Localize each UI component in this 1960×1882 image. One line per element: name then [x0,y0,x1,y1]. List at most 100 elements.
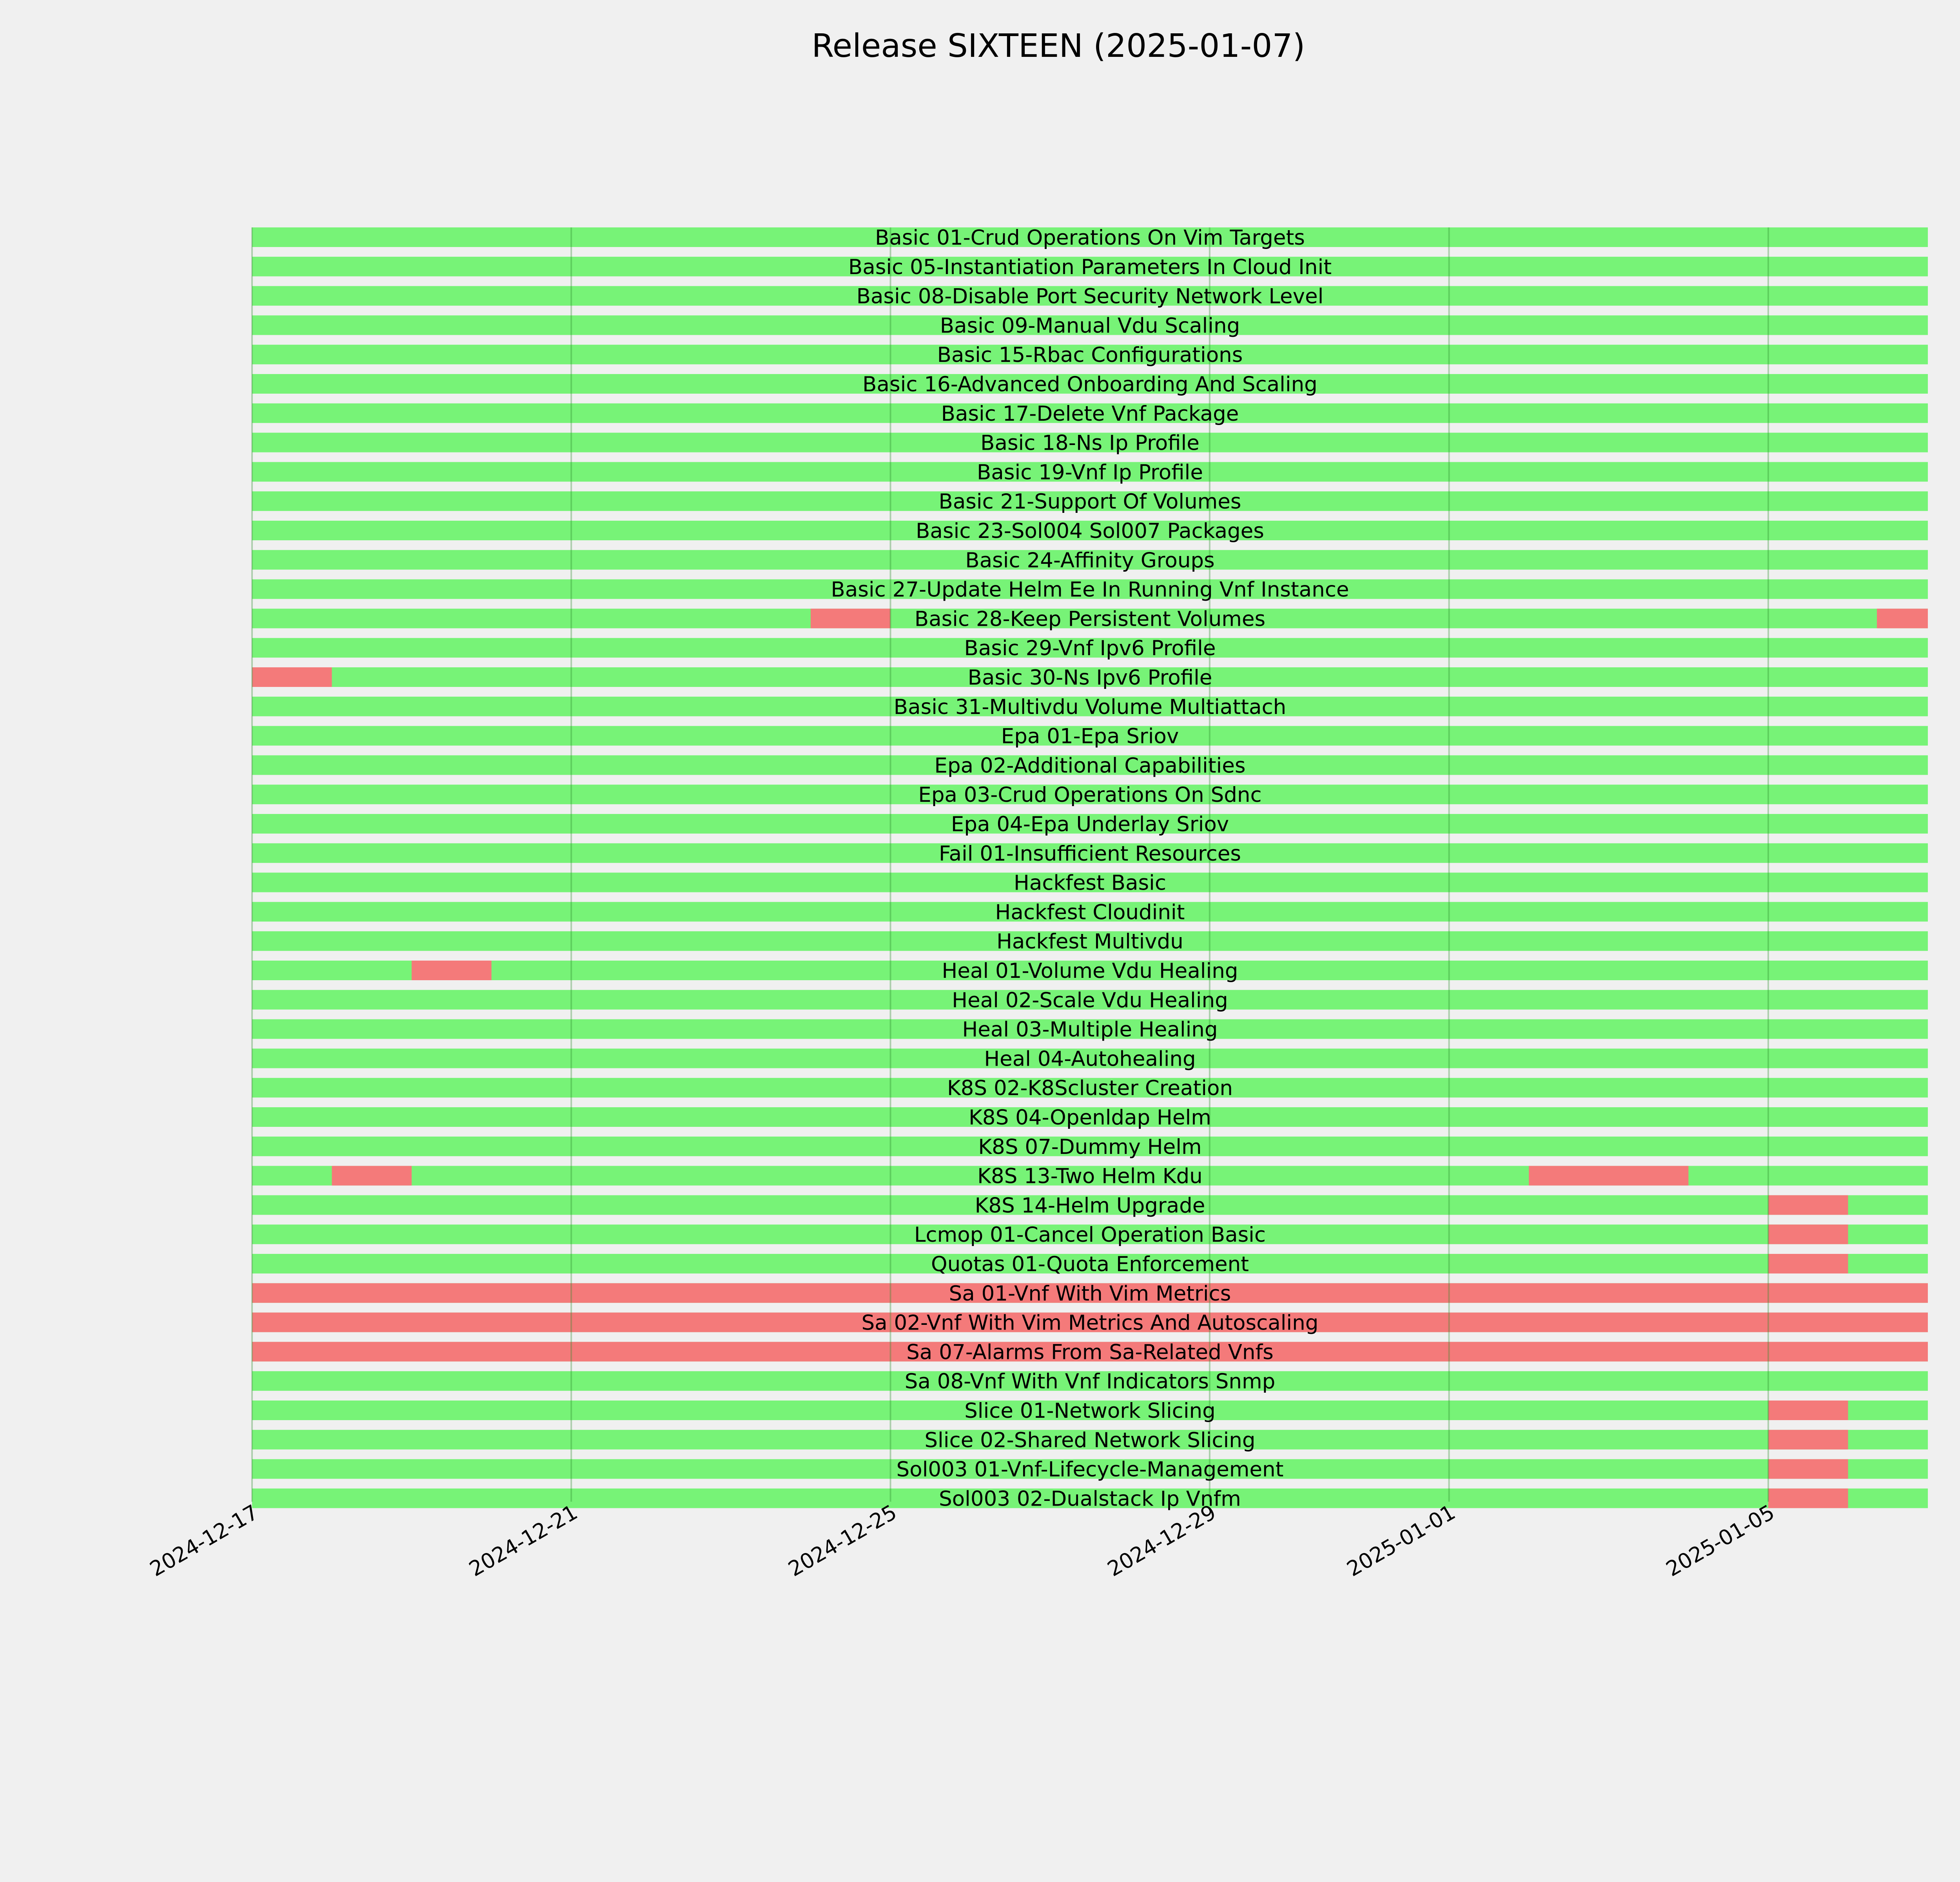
pass-bar [252,579,1928,599]
row-label: Heal 03-Multiple Healing [962,1018,1218,1042]
row-label: Basic 17-Delete Vnf Package [941,402,1239,426]
pass-bar [252,374,1928,394]
pass-bar [252,345,1928,365]
fail-bar [252,1283,1928,1303]
row-label: Epa 02-Additional Capabilities [935,754,1246,778]
row-label: Basic 21-Support Of Volumes [938,490,1241,514]
row-label: Basic 24-Affinity Groups [965,549,1214,572]
row-label: Lcmop 01-Cancel Operation Basic [914,1223,1266,1247]
row-label: Sa 07-Alarms From Sa-Related Vnfs [906,1340,1273,1364]
row-label: Epa 03-Crud Operations On Sdnc [918,783,1261,807]
pass-bar [252,1195,1928,1215]
pass-bar [252,931,1928,951]
fail-bar [252,1312,1928,1332]
pass-bar [252,403,1928,423]
row-label: Basic 31-Multivdu Volume Multiattach [894,695,1287,719]
x-tick-labels-layer: 2024-12-17 2024-12-21 2024-12-25 2024-12-29… [146,1500,1779,1581]
fail-bar [1768,1254,1848,1273]
pass-bar [252,315,1928,335]
pass-bar [252,256,1928,276]
pass-bar [252,1136,1928,1156]
pass-bar [252,1107,1928,1127]
row-label: Hackfest Basic [1014,871,1166,895]
pass-bar [252,902,1928,922]
pass-bar [252,227,1928,247]
row-label: K8S 02-K8Scluster Creation [947,1076,1233,1100]
pass-bar [252,872,1928,892]
row-label: K8S 14-Helm Upgrade [975,1194,1205,1217]
row-label: Heal 01-Volume Vdu Healing [942,959,1238,983]
pass-bar [252,843,1928,863]
pass-bar [252,726,1928,746]
row-label: K8S 13-Two Helm Kdu [977,1164,1203,1188]
row-label: Sa 02-Vnf With Vim Metrics And Autoscali… [862,1311,1319,1335]
pass-bar [252,1224,1928,1244]
row-label: Basic 19-Vnf Ip Profile [977,460,1203,484]
x-tick-label: 2025-01-01 [1343,1500,1459,1581]
fail-bar [252,667,332,687]
fail-bar [1768,1195,1848,1215]
bars-layer [252,227,1928,1508]
row-label: K8S 04-Openldap Helm [969,1106,1211,1130]
pass-bar [252,1401,1928,1420]
pass-bar [252,1430,1928,1450]
pass-bar [252,491,1928,511]
row-label: Sa 08-Vnf With Vnf Indicators Snmp [905,1370,1276,1393]
pass-bar [252,1459,1928,1479]
row-label: Basic 18-Ns Ip Profile [980,431,1200,455]
pass-bar [252,550,1928,570]
row-label: K8S 07-Dummy Helm [978,1135,1201,1159]
x-tick-label: 2024-12-21 [465,1500,582,1581]
row-label: Slice 01-Network Slicing [964,1399,1216,1423]
pass-bar [252,696,1928,716]
chart-title: Release SIXTEEN (2025-01-07) [811,27,1305,65]
fail-bar [1877,609,1928,629]
row-label: Fail 01-Insufficient Resources [939,842,1241,866]
fail-bar [1768,1430,1848,1450]
fail-bar [1768,1401,1848,1420]
pass-bar [252,638,1928,658]
grid-layer [251,227,1769,1502]
fail-bar [1529,1166,1689,1186]
row-label: Basic 09-Manual Vdu Scaling [940,314,1240,338]
x-tick-label: 2024-12-29 [1103,1500,1220,1581]
fail-bar [1768,1488,1848,1508]
pass-bar [252,1019,1928,1039]
pass-bar [252,1078,1928,1098]
row-label: Sa 01-Vnf With Vim Metrics [949,1282,1231,1306]
fail-bar [1768,1459,1848,1479]
row-label: Basic 05-Instantiation Parameters In Clo… [848,255,1332,279]
row-label: Heal 02-Scale Vdu Healing [952,988,1228,1012]
x-tick-label: 2024-12-17 [146,1500,262,1581]
row-label: Basic 01-Crud Operations On Vim Targets [875,226,1305,250]
pass-bar [252,286,1928,306]
fail-bar [811,609,891,629]
pass-bar [252,521,1928,540]
row-label: Basic 28-Keep Persistent Volumes [915,607,1265,631]
row-label: Sol003 01-Vnf-Lifecycle-Management [897,1458,1284,1482]
row-label: Slice 02-Shared Network Slicing [924,1428,1255,1452]
row-label: Heal 04-Autohealing [984,1047,1196,1071]
pass-bar [252,432,1928,452]
pass-bar [252,755,1928,775]
row-label: Basic 15-Rbac Configurations [937,343,1243,367]
fail-bar [412,961,492,980]
pass-bar [252,1371,1928,1391]
x-tick-label: 2024-12-25 [784,1500,901,1581]
pass-bar [252,1048,1928,1068]
row-label: Basic 16-Advanced Onboarding And Scaling [862,372,1318,396]
row-label: Hackfest Multivdu [996,930,1183,954]
pass-bar [252,961,1928,980]
row-label: Basic 23-Sol004 Sol007 Packages [916,519,1264,543]
pass-bar [252,990,1928,1010]
pass-bar [252,667,1928,687]
pass-bar [252,609,1928,629]
row-label: Sol003 02-Dualstack Ip Vnfm [939,1487,1241,1511]
row-label: Basic 30-Ns Ipv6 Profile [968,666,1212,690]
x-tick-label: 2025-01-05 [1662,1500,1779,1581]
pass-bar [252,785,1928,805]
row-label: Epa 04-Epa Underlay Sriov [951,812,1229,836]
fail-bar [252,1342,1928,1362]
pass-bar [252,1488,1928,1508]
